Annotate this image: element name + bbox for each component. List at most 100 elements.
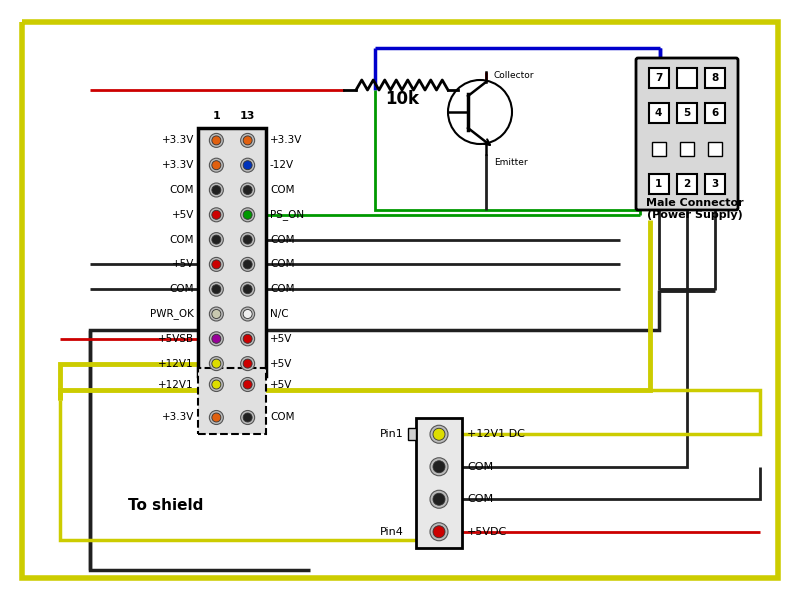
Circle shape (210, 282, 223, 296)
Circle shape (433, 461, 445, 473)
Text: COM: COM (270, 259, 294, 269)
Bar (649, 175, 669, 194)
Bar (709, 142, 722, 156)
Circle shape (243, 260, 252, 269)
Text: Collector: Collector (494, 70, 534, 79)
Circle shape (430, 490, 448, 508)
Circle shape (212, 136, 221, 145)
Circle shape (433, 493, 445, 505)
Bar (649, 103, 669, 123)
Bar (680, 142, 694, 156)
Circle shape (241, 133, 254, 148)
Text: +5V: +5V (172, 259, 194, 269)
Text: 24: 24 (240, 383, 255, 393)
Circle shape (241, 410, 254, 425)
Text: 8: 8 (712, 73, 719, 83)
Text: +5V: +5V (270, 334, 292, 344)
Text: 5: 5 (683, 108, 690, 118)
Circle shape (433, 526, 445, 538)
Text: +3.3V: +3.3V (162, 413, 194, 422)
Circle shape (241, 208, 254, 222)
Circle shape (212, 413, 221, 422)
Circle shape (243, 185, 252, 194)
Text: PS_ON: PS_ON (270, 209, 304, 220)
Text: COM: COM (270, 413, 294, 422)
Text: +5V: +5V (172, 210, 194, 220)
Text: +3.3V: +3.3V (270, 136, 302, 145)
Text: -12V: -12V (270, 160, 294, 170)
Circle shape (212, 260, 221, 269)
Text: COM: COM (270, 284, 294, 294)
Text: COM: COM (270, 235, 294, 245)
Text: +5V: +5V (270, 359, 292, 368)
Text: N/C: N/C (270, 309, 289, 319)
Circle shape (243, 210, 252, 219)
Circle shape (212, 161, 221, 170)
Circle shape (212, 210, 221, 219)
Text: Emitter: Emitter (494, 158, 528, 167)
Circle shape (243, 359, 252, 368)
Text: +3.3V: +3.3V (162, 160, 194, 170)
Text: COM: COM (467, 494, 493, 504)
Circle shape (212, 334, 221, 343)
Circle shape (210, 158, 223, 172)
Circle shape (243, 235, 252, 244)
Text: Male Connector
(Power Supply): Male Connector (Power Supply) (646, 199, 744, 220)
FancyBboxPatch shape (636, 58, 738, 210)
Circle shape (212, 380, 221, 389)
Text: COM: COM (170, 284, 194, 294)
Circle shape (210, 410, 223, 425)
Text: 1: 1 (213, 111, 220, 121)
Circle shape (430, 523, 448, 541)
Bar (706, 175, 726, 194)
Text: Pin4: Pin4 (380, 527, 404, 537)
Text: 7: 7 (655, 73, 662, 83)
Text: +12V1: +12V1 (158, 359, 194, 368)
Circle shape (241, 183, 254, 197)
Circle shape (241, 307, 254, 321)
Circle shape (212, 235, 221, 244)
Circle shape (243, 380, 252, 389)
Circle shape (210, 356, 223, 371)
Circle shape (210, 307, 223, 321)
Text: +5V: +5V (270, 379, 292, 389)
Circle shape (210, 257, 223, 271)
Bar (677, 68, 697, 88)
Bar (408, 428, 416, 440)
Text: +5VSB: +5VSB (158, 334, 194, 344)
Text: 4: 4 (655, 108, 662, 118)
Circle shape (243, 136, 252, 145)
Circle shape (243, 413, 252, 422)
Circle shape (241, 332, 254, 346)
Text: Pin1: Pin1 (380, 429, 404, 439)
Text: 1: 1 (655, 179, 662, 190)
Circle shape (210, 233, 223, 247)
Text: PWR_OK: PWR_OK (150, 308, 194, 319)
Circle shape (243, 285, 252, 294)
Bar (416, 418, 462, 548)
Circle shape (243, 161, 252, 170)
Circle shape (212, 359, 221, 368)
Text: 2: 2 (683, 179, 690, 190)
Text: 12: 12 (209, 383, 224, 393)
Text: +12V1: +12V1 (158, 379, 194, 389)
Text: COM: COM (270, 185, 294, 195)
Text: COM: COM (170, 185, 194, 195)
Text: COM: COM (170, 235, 194, 245)
Bar (677, 103, 697, 123)
Text: 13: 13 (240, 111, 255, 121)
Circle shape (210, 208, 223, 222)
Circle shape (212, 185, 221, 194)
Circle shape (241, 233, 254, 247)
Circle shape (210, 332, 223, 346)
Circle shape (212, 310, 221, 319)
Circle shape (241, 356, 254, 371)
Circle shape (210, 183, 223, 197)
Circle shape (243, 334, 252, 343)
Circle shape (430, 458, 448, 476)
Text: +5VDC: +5VDC (467, 527, 507, 537)
Text: 6: 6 (712, 108, 719, 118)
Circle shape (241, 158, 254, 172)
Circle shape (241, 377, 254, 391)
Text: 10k: 10k (385, 90, 419, 108)
